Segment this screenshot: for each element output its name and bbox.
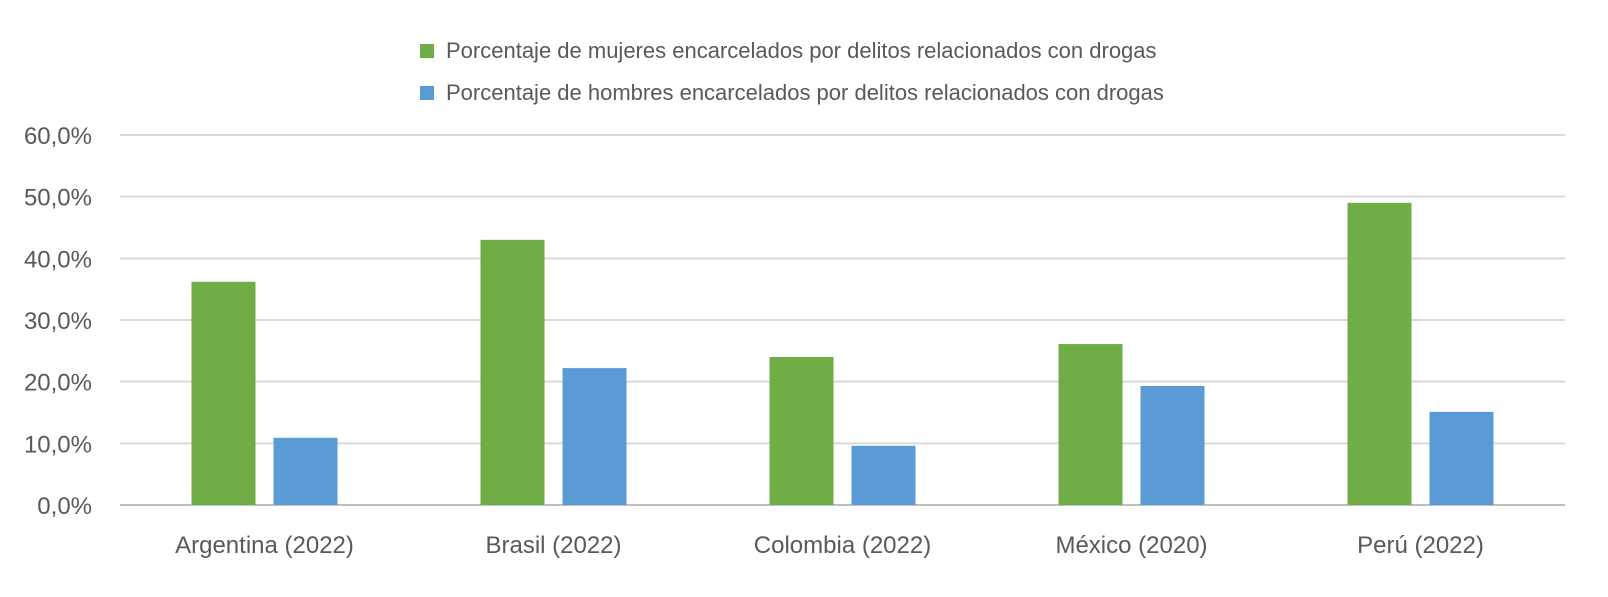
legend-label-mujeres: Porcentaje de mujeres encarcelados por d… — [446, 38, 1157, 63]
y-tick-label: 30,0% — [24, 308, 92, 335]
bar-hombres — [562, 368, 627, 505]
bar-hombres — [1429, 411, 1494, 505]
bar-mujeres — [1058, 344, 1123, 505]
x-tick-label: México (2020) — [1055, 532, 1207, 559]
y-tick-label: 60,0% — [24, 123, 92, 150]
x-tick-label: Brasil (2022) — [485, 532, 621, 559]
bar-mujeres — [769, 357, 834, 505]
legend-label-hombres: Porcentaje de hombres encarcelados por d… — [446, 80, 1164, 105]
x-tick-label: Perú (2022) — [1357, 532, 1484, 559]
bar-mujeres — [191, 281, 256, 505]
bar-mujeres — [1347, 202, 1412, 506]
bar-hombres — [1140, 385, 1205, 505]
legend-swatch-mujeres — [420, 44, 434, 58]
bar-mujeres — [480, 239, 545, 506]
legend-item-hombres: Porcentaje de hombres encarcelados por d… — [420, 72, 1164, 114]
x-tick-label: Argentina (2022) — [175, 532, 354, 559]
x-tick-label: Colombia (2022) — [754, 532, 931, 559]
y-tick-label: 20,0% — [24, 370, 92, 397]
y-tick-label: 50,0% — [24, 185, 92, 212]
bar-hombres — [273, 437, 338, 505]
y-tick-label: 10,0% — [24, 431, 92, 458]
bar-hombres — [851, 445, 916, 505]
y-tick-label: 40,0% — [24, 246, 92, 273]
y-tick-label: 0,0% — [37, 493, 92, 520]
legend: Porcentaje de mujeres encarcelados por d… — [420, 30, 1164, 114]
legend-item-mujeres: Porcentaje de mujeres encarcelados por d… — [420, 30, 1164, 72]
legend-swatch-hombres — [420, 86, 434, 100]
